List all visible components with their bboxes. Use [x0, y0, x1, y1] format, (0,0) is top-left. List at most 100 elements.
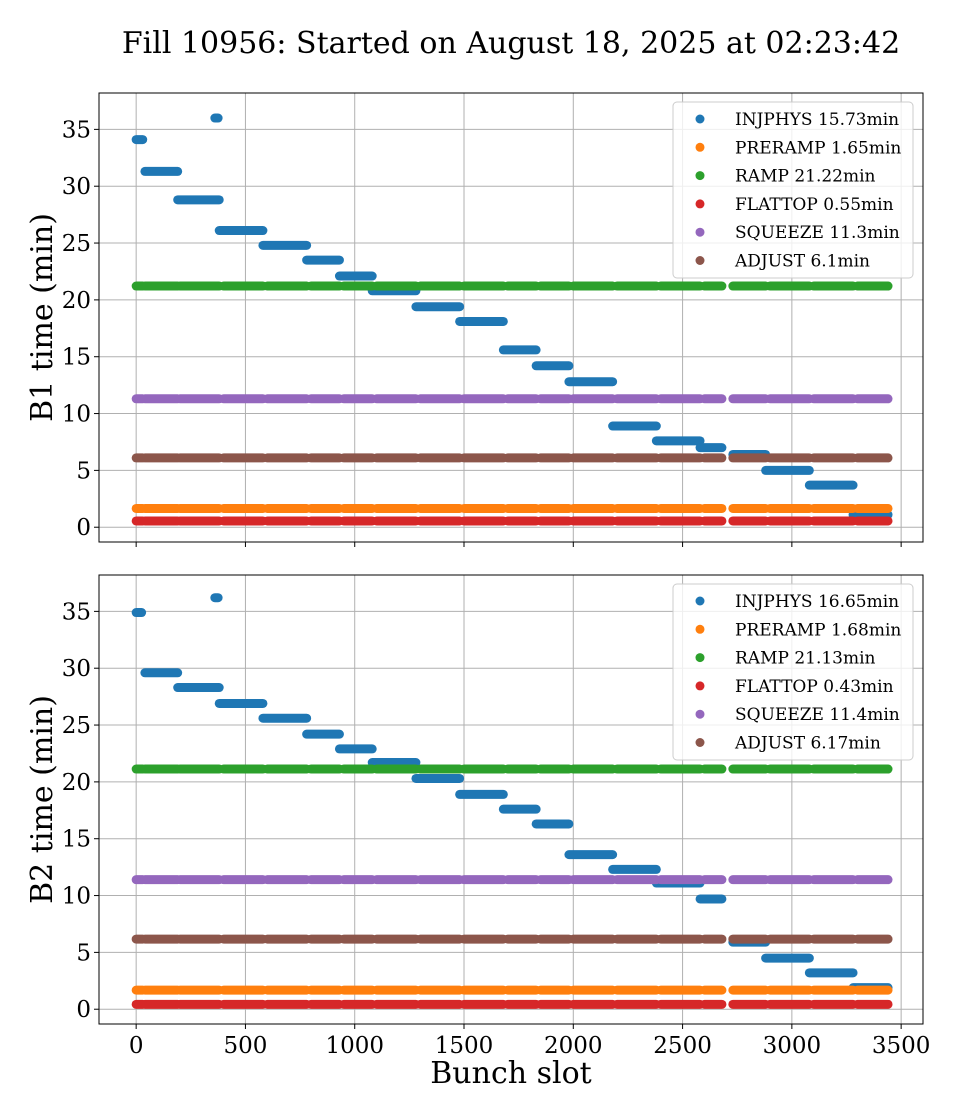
data-point: [415, 934, 465, 944]
data-point: [536, 516, 574, 526]
y-tick-label: 25: [62, 713, 91, 739]
x-tick-label: 1000: [325, 1033, 384, 1059]
data-point: [503, 999, 541, 1009]
data-point: [214, 226, 268, 236]
axes-frame: [98, 92, 924, 543]
data-point: [852, 453, 893, 463]
data-point: [334, 744, 377, 754]
legend-entry: PRERAMP 1.65min: [735, 138, 901, 158]
panel-2: 0 5 10 15 20 25 30 35 0 500 1000 1500 2000 2500 3000 35…: [25, 574, 931, 1059]
data-point: [459, 394, 508, 404]
x-tick-label: 0: [129, 1033, 144, 1059]
series-flattop: [131, 516, 893, 526]
data-point: [219, 985, 268, 995]
data-point: [728, 934, 771, 944]
series-preramp: [131, 503, 893, 513]
data-point: [728, 875, 771, 885]
y-tick-label: 20: [62, 770, 91, 796]
data-point: [852, 764, 893, 774]
y-axis-label: B1 time (min): [25, 213, 60, 422]
legend-box: [672, 583, 914, 761]
legend: INJPHYS 15.73min PRERAMP 1.65min RAMP 21.2…: [672, 101, 914, 279]
data-point: [372, 764, 421, 774]
data-point: [536, 934, 574, 944]
data-point: [339, 516, 377, 526]
data-point: [131, 608, 147, 618]
data-point: [765, 985, 814, 995]
legend-entry: RAMP 21.22min: [735, 167, 876, 187]
data-point: [651, 436, 705, 446]
data-point: [612, 875, 661, 885]
data-point: [339, 281, 377, 291]
data-point: [728, 453, 771, 463]
data-point: [415, 516, 465, 526]
data-point: [219, 934, 268, 944]
data-point: [262, 453, 312, 463]
data-point: [140, 453, 183, 463]
data-point: [503, 516, 541, 526]
legend-entry: SQUEEZE 11.3min: [735, 223, 900, 243]
data-point: [219, 281, 268, 291]
data-point: [214, 698, 268, 708]
data-point: [568, 503, 618, 513]
y-tick-label: 0: [76, 997, 91, 1023]
data-point: [459, 934, 508, 944]
y-tick-label: 10: [62, 402, 91, 428]
legend-entry: PRERAMP 1.68min: [735, 620, 901, 640]
data-point: [459, 453, 508, 463]
data-point: [765, 875, 814, 885]
data-point: [459, 999, 508, 1009]
legend-marker: [695, 681, 705, 691]
data-point: [306, 394, 344, 404]
y-tick-label: 30: [62, 174, 91, 200]
data-point: [503, 985, 541, 995]
data-point: [728, 764, 771, 774]
data-point: [612, 516, 661, 526]
data-point: [219, 453, 268, 463]
data-point: [564, 377, 618, 387]
data-point: [761, 953, 814, 963]
legend-marker: [695, 256, 705, 265]
legend-entry: INJPHYS 15.73min: [735, 110, 899, 130]
data-point: [765, 394, 814, 404]
data-point: [339, 394, 377, 404]
data-point: [415, 503, 465, 513]
data-point: [612, 985, 661, 995]
series-adjust: [131, 453, 893, 463]
data-point: [656, 934, 705, 944]
data-point: [568, 516, 618, 526]
data-point: [699, 394, 727, 404]
data-point: [612, 503, 661, 513]
data-point: [809, 453, 858, 463]
data-point: [568, 281, 618, 291]
data-point: [411, 302, 465, 312]
data-point: [699, 764, 727, 774]
data-point: [536, 394, 574, 404]
data-point: [568, 934, 618, 944]
legend-marker: [695, 114, 705, 124]
data-marks: [131, 593, 893, 1009]
data-point: [210, 113, 223, 123]
data-point: [536, 985, 574, 995]
data-point: [809, 875, 858, 885]
data-point: [809, 516, 858, 526]
data-point: [306, 764, 344, 774]
data-point: [568, 985, 618, 995]
series-ramp: [131, 281, 893, 291]
legend-marker: [695, 171, 705, 181]
data-point: [175, 503, 224, 513]
data-point: [608, 421, 661, 431]
data-point: [459, 503, 508, 513]
panel-1: 0 5 10 15 20 25 30 35 B1 time (min) INJPHYS 15.73…: [25, 92, 924, 547]
x-tick-label: 3500: [872, 1033, 931, 1059]
data-point: [852, 516, 893, 526]
data-point: [728, 503, 771, 513]
series-squeeze: [131, 875, 893, 885]
data-point: [140, 985, 183, 995]
data-marks: [131, 113, 893, 526]
data-point: [415, 999, 465, 1009]
data-point: [536, 503, 574, 513]
data-point: [262, 394, 312, 404]
data-point: [372, 934, 421, 944]
data-point: [455, 316, 508, 326]
